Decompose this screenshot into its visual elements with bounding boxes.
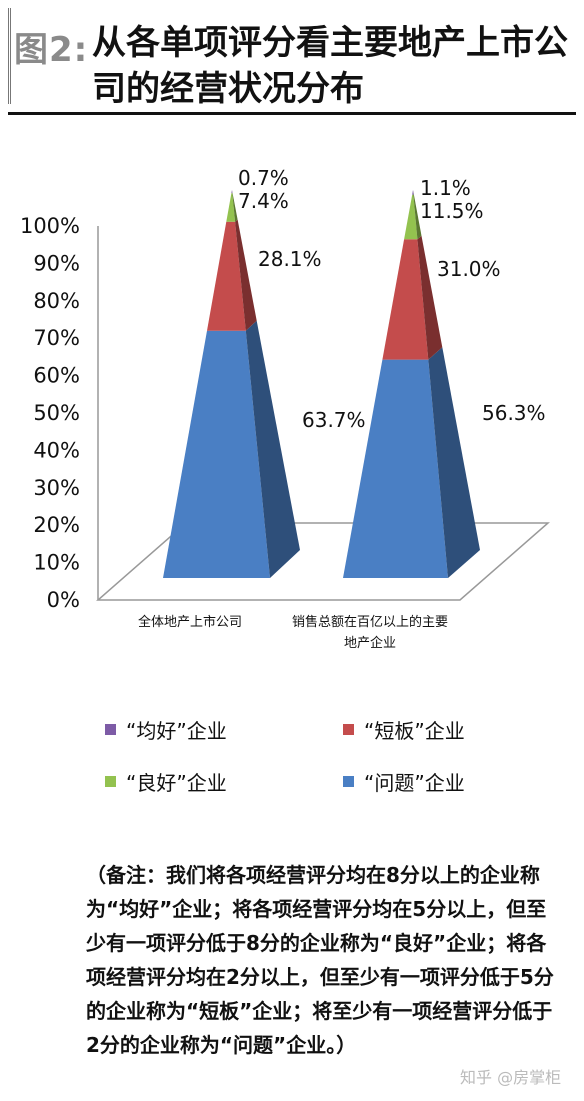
watermark: 知乎 @房掌柜 <box>460 1068 562 1087</box>
pyramid-segment-front <box>231 190 233 194</box>
data-label: 28.1% <box>258 247 322 271</box>
legend-label: “良好”企业 <box>126 771 227 795</box>
pyramid-segment-front <box>226 193 236 222</box>
category-label: 全体地产上市公司 <box>138 614 242 630</box>
pyramid-chart: 0% 10% 20% 30% 40% 50% 60% 70% 80% 90% 100% 63.7% 2… <box>20 166 550 651</box>
y-tick-label: 70% <box>33 326 80 350</box>
pyramid-segment-side <box>245 320 300 578</box>
pyramids <box>163 190 480 578</box>
pyramid-segment-side <box>417 235 443 360</box>
data-label: 63.7% <box>302 408 366 432</box>
pyramid-segment-side <box>232 190 233 194</box>
floor-plane <box>96 522 550 601</box>
data-labels: 63.7% 28.1% 7.4%0.7% 56.3% 31.0% 11.5%1.1% <box>238 166 546 432</box>
pyramid-segment-front <box>404 194 418 240</box>
legend-swatch <box>105 776 116 787</box>
y-tick-label: 0% <box>47 588 80 612</box>
pyramid-segment-side <box>413 190 414 195</box>
pyramid-segment-front <box>412 190 414 195</box>
y-tick-label: 20% <box>33 513 80 537</box>
legend-swatch <box>343 724 354 735</box>
legend-swatch <box>105 724 116 735</box>
title-divider <box>8 112 576 115</box>
legend: “均好”企业 “短板”企业 “良好”企业 “问题”企业 <box>105 715 565 815</box>
data-label: 0.7% <box>238 166 289 190</box>
y-tick-label: 10% <box>33 551 80 575</box>
legend-label: “均好”企业 <box>126 719 227 743</box>
data-label: 1.1% <box>420 176 471 200</box>
data-label: 56.3% <box>482 401 546 425</box>
pyramid-segment-side <box>428 347 480 578</box>
category-label: 地产企业 <box>344 635 396 651</box>
pyramid-segment-front <box>207 221 246 331</box>
y-tick-label: 60% <box>33 364 80 388</box>
legend-item-wenti: “问题”企业 <box>343 767 465 796</box>
pyramid-segment-front <box>343 359 448 578</box>
y-tick-label: 80% <box>33 289 80 313</box>
page-title: 从各单项评分看主要地产上市公司的经营状况分布 <box>92 23 568 109</box>
pyramid-segment-side <box>413 194 422 240</box>
data-label: 31.0% <box>437 257 501 281</box>
y-axis: 0% 10% 20% 30% 40% 50% 60% 70% 80% 90% 100% <box>20 214 80 612</box>
pyramid-segment-side <box>235 219 257 331</box>
y-tick-label: 50% <box>33 401 80 425</box>
pyramid-segment-front <box>382 239 429 360</box>
pyramid-segment-side <box>232 192 238 222</box>
legend-item-lianghao: “良好”企业 <box>105 767 227 796</box>
data-label: 7.4% <box>238 189 289 213</box>
figure-number: 图2: <box>14 30 89 70</box>
y-tick-label: 40% <box>33 438 80 462</box>
y-tick-label: 30% <box>33 476 80 500</box>
pyramid-segment-front <box>163 330 270 578</box>
legend-swatch <box>343 776 354 787</box>
legend-label: “问题”企业 <box>364 771 465 795</box>
footnote: （备注：我们将各项经营评分均在8分以上的企业称为“均好”企业；将各项经营评分均在… <box>86 863 554 1057</box>
title-decor-stripes <box>8 8 12 104</box>
y-tick-label: 90% <box>33 251 80 275</box>
y-tick-label: 100% <box>20 214 80 238</box>
legend-item-duanban: “短板”企业 <box>343 715 465 744</box>
category-label: 销售总额在百亿以上的主要 <box>292 614 448 630</box>
legend-item-junhao: “均好”企业 <box>105 715 227 744</box>
data-label: 11.5% <box>420 199 484 223</box>
legend-label: “短板”企业 <box>364 719 465 743</box>
